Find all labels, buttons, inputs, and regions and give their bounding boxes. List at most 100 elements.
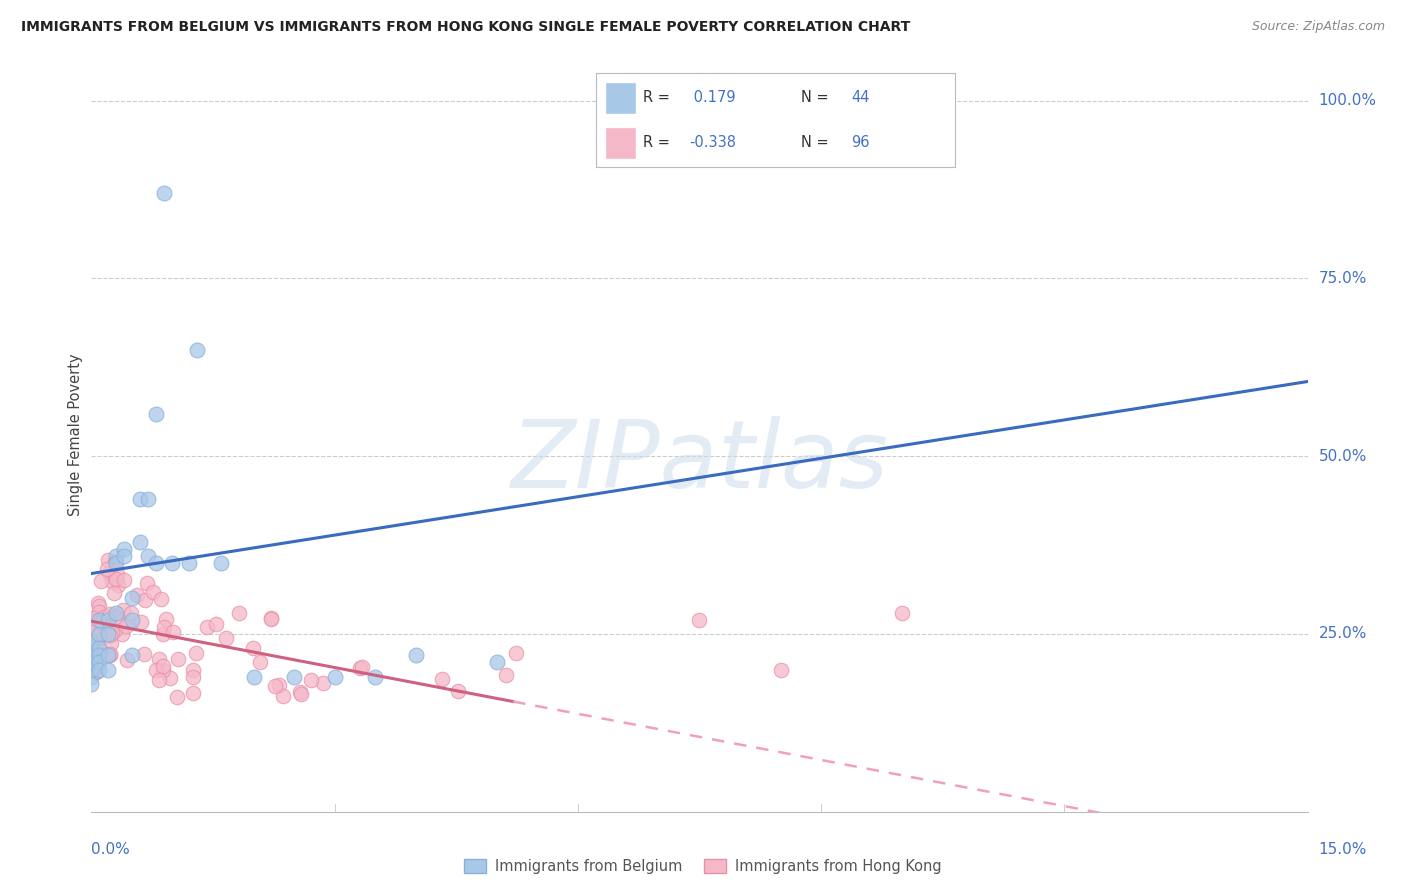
Point [688,613,710,627]
Point [90,574,112,588]
Point [209,556,232,570]
Point [80,634,103,648]
Point [104,624,127,638]
Point [86,630,108,644]
Point [105,610,128,624]
Point [98,648,121,662]
Point [181,663,204,677]
Point [186,646,208,660]
Point [101,574,124,589]
Text: IMMIGRANTS FROM BELGIUM VS IMMIGRANTS FROM HONG KONG SINGLE FEMALE POVERTY CORRE: IMMIGRANTS FROM BELGIUM VS IMMIGRANTS FR… [21,20,910,34]
Point [260,612,283,626]
Point [97,627,120,641]
Point [104,549,127,563]
Point [84,637,107,651]
Point [142,585,165,599]
Point [166,690,188,704]
Point [149,591,172,606]
Point [97,552,120,566]
Point [104,555,127,569]
Point [167,652,190,666]
Point [242,640,264,655]
Point [84,665,107,680]
Point [264,680,287,694]
Point [127,588,149,602]
Point [86,596,108,610]
Point [87,628,110,642]
Point [323,670,346,684]
Point [145,407,167,421]
Point [105,572,128,586]
Point [121,613,143,627]
Point [83,645,105,659]
Point [104,606,127,620]
Y-axis label: Single Female Poverty: Single Female Poverty [67,353,83,516]
Text: 100.0%: 100.0% [1319,93,1376,108]
Point [89,599,111,614]
Point [107,578,129,592]
Point [148,652,170,666]
Point [98,647,121,661]
Point [129,491,152,506]
Point [290,687,312,701]
Point [87,605,110,619]
Point [495,668,517,682]
Point [80,613,103,627]
Point [134,648,156,662]
Point [195,620,218,634]
Point [97,566,120,580]
Point [162,625,184,640]
Point [145,663,167,677]
Point [186,343,208,357]
Point [447,684,470,698]
Point [114,619,136,633]
Legend: Immigrants from Belgium, Immigrants from Hong Kong: Immigrants from Belgium, Immigrants from… [458,854,948,880]
Point [104,556,127,570]
Point [891,606,914,620]
Point [159,671,181,685]
Point [288,685,311,699]
Point [111,603,134,617]
Point [242,670,264,684]
Point [105,566,128,581]
Point [89,613,111,627]
Point [80,636,103,650]
Point [89,643,111,657]
Point [152,658,174,673]
Point [505,646,527,660]
Point [110,627,132,641]
Point [364,670,387,684]
Point [96,561,118,575]
Point [80,641,103,656]
Point [153,186,176,200]
Point [134,593,156,607]
Point [432,673,454,687]
Point [177,556,200,570]
Point [349,661,371,675]
Point [98,628,121,642]
Point [271,689,294,703]
Point [89,641,111,656]
Point [97,663,120,677]
Point [89,627,111,641]
Point [89,648,111,663]
Point [145,556,167,570]
Point [105,611,128,625]
Point [249,655,271,669]
Point [83,646,105,660]
Point [80,625,103,640]
Point [181,685,204,699]
Text: 75.0%: 75.0% [1319,271,1367,286]
Point [112,541,135,556]
Point [98,607,121,622]
Point [121,648,143,663]
Text: 50.0%: 50.0% [1319,449,1367,464]
Point [87,635,110,649]
Point [103,585,125,599]
Point [205,617,228,632]
Point [136,549,159,563]
Point [84,657,107,671]
Point [405,648,427,663]
Point [115,653,138,667]
Point [80,648,103,663]
